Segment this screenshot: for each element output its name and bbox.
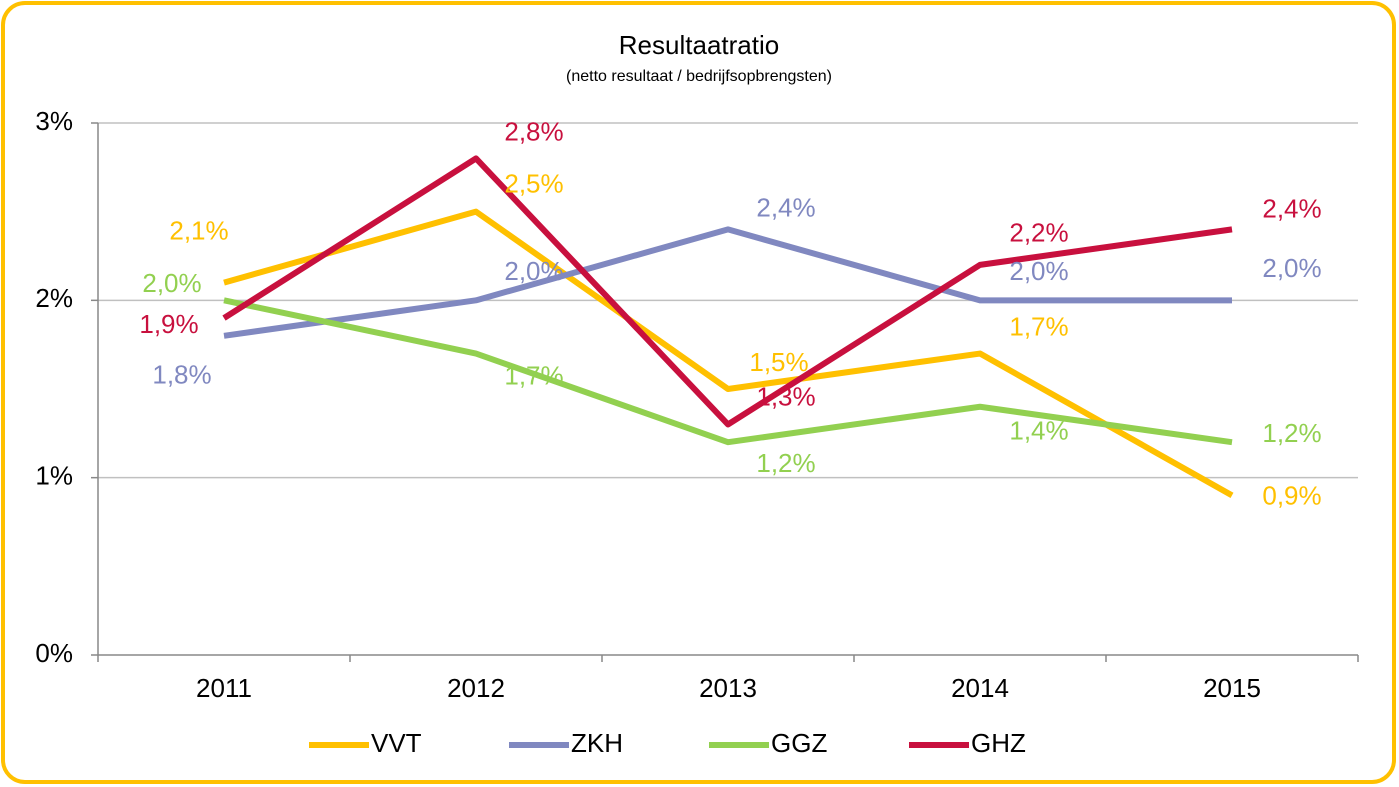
series-line: [223, 208, 1234, 499]
data-label: 1,7%: [504, 360, 563, 390]
data-label: 1,3%: [756, 381, 815, 411]
data-label: 2,0%: [1262, 253, 1321, 283]
data-label: 2,5%: [504, 169, 563, 199]
data-label: 2,1%: [169, 215, 228, 245]
data-label: 1,8%: [152, 360, 211, 390]
data-label: 2,4%: [756, 192, 815, 222]
y-tick-label: 0%: [35, 638, 73, 668]
x-tick-label: 2014: [951, 673, 1009, 703]
series-line: [223, 297, 1233, 446]
legend-label: GGZ: [771, 728, 827, 758]
data-label: 1,5%: [749, 347, 808, 377]
legend-label: VVT: [371, 728, 422, 758]
data-label: 1,4%: [1009, 416, 1068, 446]
data-label: 0,9%: [1262, 480, 1321, 510]
data-label: 2,0%: [142, 268, 201, 298]
chart-subtitle: (netto resultaat / bedrijfsopbrengsten): [566, 68, 832, 85]
data-label: 1,2%: [756, 448, 815, 478]
y-tick-label: 3%: [35, 106, 73, 136]
x-tick-label: 2011: [196, 673, 252, 703]
data-label: 1,9%: [139, 309, 198, 339]
chart-title: Resultaatratio: [619, 30, 779, 60]
x-tick-label: 2013: [699, 673, 757, 703]
x-tick-label: 2015: [1203, 673, 1261, 703]
data-label: 1,2%: [1262, 418, 1321, 448]
series-line: [223, 226, 1232, 339]
data-label: 1,7%: [1009, 311, 1068, 341]
data-label: 2,8%: [504, 116, 563, 146]
x-tick-label: 2012: [447, 673, 505, 703]
data-label: 2,4%: [1262, 193, 1321, 223]
data-label: 2,0%: [504, 256, 563, 286]
data-label: 2,2%: [1009, 218, 1068, 248]
y-tick-label: 1%: [35, 461, 73, 491]
legend-label: ZKH: [571, 728, 623, 758]
legend-label: GHZ: [971, 728, 1026, 758]
series-line: [222, 155, 1233, 428]
data-label: 2,0%: [1009, 256, 1068, 286]
y-tick-label: 2%: [35, 283, 73, 313]
